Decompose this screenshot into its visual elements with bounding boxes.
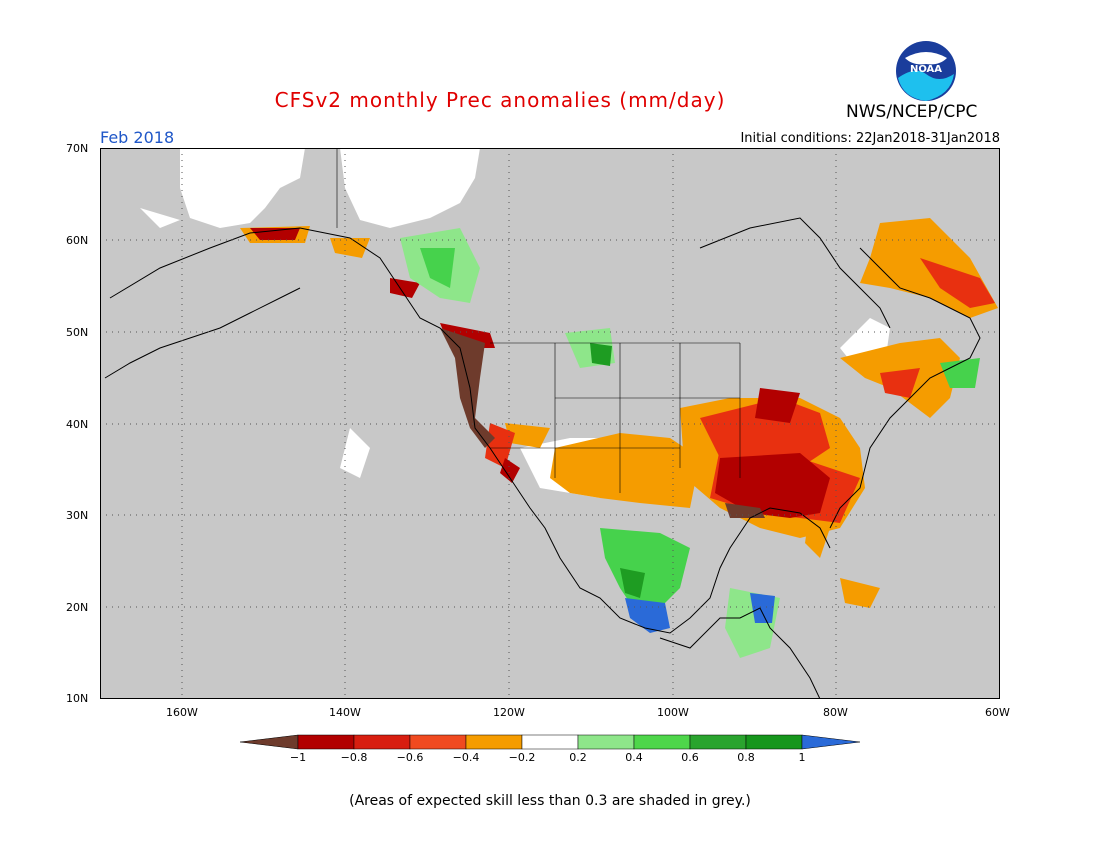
colorbar-segment — [745, 734, 803, 750]
lat-label: 10N — [66, 692, 89, 705]
initial-conditions: Initial conditions: 22Jan2018-31Jan2018 — [740, 131, 1000, 146]
political-borders — [336, 148, 741, 493]
noaa-logo: NOAA — [895, 40, 957, 102]
lat-label: 40N — [66, 418, 89, 431]
coastlines — [104, 217, 981, 699]
map-frame — [100, 148, 1000, 699]
colorbar-tick-label: −0.2 — [508, 751, 536, 764]
colorbar-tick-label: 0.8 — [737, 751, 755, 764]
lat-label: 30N — [66, 509, 89, 522]
logo-text: NOAA — [910, 64, 942, 75]
colorbar-segment — [409, 734, 467, 750]
lat-label: 20N — [66, 601, 89, 614]
skill-footnote: (Areas of expected skill less than 0.3 a… — [349, 793, 751, 809]
lon-label: 160W — [166, 706, 198, 719]
anomaly-map — [100, 148, 1000, 699]
strong-dry-regions — [440, 328, 765, 518]
month-label: Feb 2018 — [100, 128, 175, 147]
colorbar-tick-label: 1 — [798, 751, 806, 764]
colorbar-segment — [353, 734, 411, 750]
colorbar-segment — [465, 734, 523, 750]
org-label: NWS/NCEP/CPC — [846, 102, 978, 122]
lon-label: 100W — [657, 706, 689, 719]
colorbar-tick-label: −0.6 — [396, 751, 424, 764]
colorbar-segment — [689, 734, 747, 750]
wet-green-regions — [400, 228, 980, 658]
colorbar-tick-label: −0.4 — [452, 751, 480, 764]
lat-label: 70N — [66, 142, 89, 155]
lat-label: 50N — [66, 326, 89, 339]
colorbar-tick-label: 0.6 — [681, 751, 699, 764]
colorbar-tick-label: 0.4 — [625, 751, 643, 764]
lat-label: 60N — [66, 234, 89, 247]
colorbar-left-arrow — [240, 734, 299, 750]
gridlines — [100, 148, 1000, 699]
lon-label: 140W — [329, 706, 361, 719]
colorbar-tick-label: −0.8 — [340, 751, 368, 764]
lon-label: 120W — [493, 706, 525, 719]
chart-title: CFSv2 monthly Prec anomalies (mm/day) — [274, 88, 726, 112]
colorbar-segment — [521, 734, 579, 750]
colorbar-segment — [297, 734, 355, 750]
colorbar-right-arrow — [801, 734, 861, 750]
colorbar-tick-label: 0.2 — [569, 751, 587, 764]
colorbar-segment — [577, 734, 635, 750]
colorbar-segment — [633, 734, 691, 750]
lon-label: 80W — [823, 706, 848, 719]
dark-red-regions — [250, 228, 830, 518]
colorbar — [240, 734, 861, 750]
lon-label: 60W — [985, 706, 1010, 719]
colorbar-tick-label: −1 — [289, 751, 307, 764]
